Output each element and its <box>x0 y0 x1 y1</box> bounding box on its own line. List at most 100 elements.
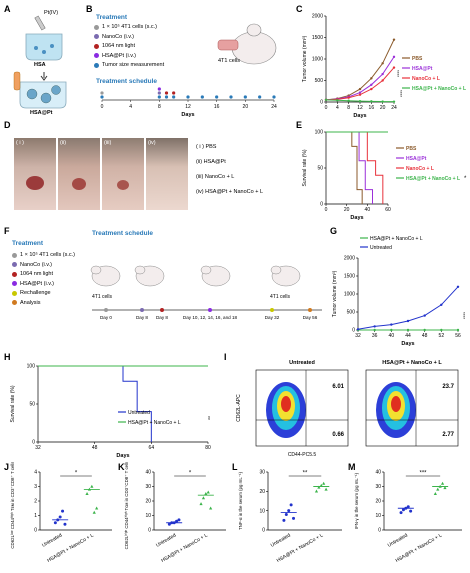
data-point <box>319 483 323 487</box>
i-treated-q-upper: 23.7 <box>442 384 454 390</box>
panel-label-l: L <box>232 462 238 472</box>
x-tick-label: 48 <box>422 333 428 339</box>
panel-label-k: K <box>118 462 125 472</box>
f-legend-label: 1 × 10⁵ 4T1 cells (s.c.) <box>20 252 76 258</box>
x-tick-label: 4 <box>336 105 339 111</box>
data-point <box>53 521 57 525</box>
y-tick-label: 20 <box>145 499 151 505</box>
b-legend-label: 1064 nm light <box>102 43 136 49</box>
f-legend-dot-icon <box>12 290 17 296</box>
panel-label-b: B <box>86 4 93 14</box>
series-point <box>381 62 384 65</box>
y-tick-label: 0 <box>378 528 381 534</box>
b-cells-dot-icon <box>100 91 104 95</box>
c-legend-label: HSA@Pt <box>412 66 433 72</box>
y-tick-label: 2000 <box>344 256 355 262</box>
y-tick-label: 1 <box>34 513 37 519</box>
b-timeline-tick-label: 24 <box>271 104 277 110</box>
x-tick-label: 56 <box>455 333 461 339</box>
data-point <box>440 481 445 485</box>
f-legend-label: NanoCo (i.v.) <box>20 261 52 268</box>
series-point <box>440 303 443 306</box>
x-tick-label: 20 <box>380 105 386 111</box>
b-measure-dot-icon <box>172 95 176 99</box>
i-untreated-q-upper: 6.01 <box>332 384 344 390</box>
b-timeline-tick-label: 8 <box>158 104 161 110</box>
sig-label: * <box>189 471 192 477</box>
series-point <box>370 77 373 80</box>
i-xlabel: CD44-PC5.5 <box>288 452 317 458</box>
roman-3: (iii) <box>104 140 112 146</box>
sig-label: *** <box>419 471 427 477</box>
series-line <box>326 131 384 204</box>
f-day-label: Day 32 <box>265 315 280 320</box>
i-ylabel: CD62L-APC <box>236 394 242 422</box>
y-tick-label: 2 <box>34 499 37 505</box>
chart-e-survival: 0 20 40 60 0 50 100 Days Survival rate (%) PBS HSA… <box>302 130 467 221</box>
x-tick-label: 60 <box>385 207 391 213</box>
h-legend-label: HSA@Pt + NanoCo + L <box>128 420 181 426</box>
y-tick-label: 30 <box>375 484 381 490</box>
hsa-label: HSA <box>34 62 46 68</box>
sig-label: * <box>75 471 78 477</box>
y-axis-label: IFN-γ in the serum (pg mL⁻¹) <box>354 472 359 529</box>
i-untreated-title: Untreated <box>289 360 315 366</box>
y-tick-label: 20 <box>375 499 381 505</box>
category-label: Untreated <box>270 532 292 548</box>
panel-label-a: A <box>4 4 11 14</box>
b-legend-dot-icon <box>94 34 99 39</box>
data-point <box>175 519 179 523</box>
c-legend-label: PBS <box>412 56 423 62</box>
data-point <box>204 491 208 495</box>
x-tick-label: 12 <box>357 105 363 111</box>
f-timeline-marker-icon <box>208 308 212 312</box>
b-light-dot-icon <box>164 91 169 95</box>
series-line <box>326 131 373 204</box>
data-point <box>292 516 296 520</box>
x-axis-label: Days <box>116 453 129 459</box>
i-treated-q-lower: 2.77 <box>442 432 454 438</box>
b-timeline-tick-label: 16 <box>214 104 220 110</box>
series-point <box>373 325 376 328</box>
d-legend: ( i ) PBS (ii) HSA@Pt (iii) NanoCo + L (… <box>196 144 263 195</box>
series-line <box>357 286 459 330</box>
f-legend-dot-icon <box>12 271 17 277</box>
category-label: Untreated <box>155 532 177 548</box>
y-tick-label: 100 <box>315 130 324 136</box>
y-tick-label: 500 <box>315 78 324 84</box>
b-legend-item: Tumor size measurement <box>94 62 164 68</box>
b-mouse-illustration <box>217 23 277 65</box>
i-treated-title: HSA@Pt + NanoCo + L <box>382 360 442 366</box>
b-measure-dot-icon <box>229 95 233 99</box>
tumor-2 <box>72 178 86 190</box>
series-point <box>358 99 362 103</box>
series-point <box>356 328 360 331</box>
c-legend-label: NanoCo + L <box>412 76 440 82</box>
panel-label-g: G <box>330 226 338 236</box>
b-legend-label: 1 × 10⁵ 4T1 cells (s.c.) <box>102 24 158 30</box>
b-measure-dot-icon <box>200 95 204 99</box>
chart-h-survival: 32 48 64 80 0 50 100 Days Survival rate (%) Untre… <box>10 364 211 459</box>
d-legend-4: (iv) HSA@Pt + NanoCo + L <box>196 189 264 195</box>
data-point <box>92 510 96 514</box>
y-tick-label: 10 <box>259 508 265 514</box>
y-tick-label: 0 <box>262 528 265 534</box>
data-point <box>443 486 447 490</box>
data-point <box>95 506 99 510</box>
y-tick-label: 0 <box>320 100 323 106</box>
e-legend-label: HSA@Pt + NanoCo + L <box>406 176 460 182</box>
d-legend-2: (ii) HSA@Pt <box>196 159 226 165</box>
b-legend-label: NanoCo (i.v.) <box>102 33 134 40</box>
data-point <box>409 509 413 513</box>
h-legend-label: Untreated <box>128 410 150 416</box>
series-point <box>392 55 396 59</box>
x-axis-label: Days <box>350 215 363 221</box>
x-tick-label: 48 <box>92 445 98 451</box>
series-line <box>326 131 363 204</box>
series-point <box>370 87 373 91</box>
data-point <box>63 522 67 526</box>
e-legend-label: NanoCo + L <box>406 166 434 172</box>
